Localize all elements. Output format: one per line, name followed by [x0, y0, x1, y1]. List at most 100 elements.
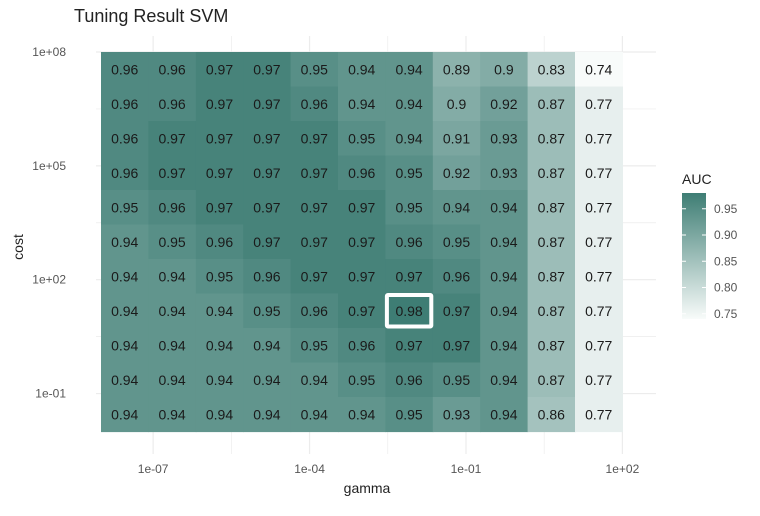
heatmap-cell	[290, 52, 339, 88]
cell-value-label: 0.94	[206, 372, 233, 388]
heatmap-cell	[527, 328, 576, 364]
cell-value-label: 0.97	[348, 268, 375, 284]
x-tick-label: 1e-01	[451, 462, 482, 476]
heatmap-cell	[432, 224, 481, 260]
cell-value-label: 0.94	[395, 61, 422, 77]
cell-value-label: 0.94	[348, 406, 375, 422]
cell-labels: 0.96 0.96 0.97 0.97 0.95 0.94 0.94 0.89 0.9 0.83 0…	[111, 61, 612, 422]
cell-value-label: 0.74	[585, 61, 612, 77]
cell-value-label: 0.97	[443, 337, 470, 353]
heatmap-cell	[338, 259, 386, 295]
heatmap-cell	[243, 155, 292, 191]
cell-value-label: 0.92	[443, 165, 470, 181]
cell-value-label: 0.97	[253, 234, 280, 250]
heatmap-cell	[243, 224, 292, 260]
heatmap-cell	[432, 362, 481, 398]
heatmap-cell	[480, 259, 529, 295]
cell-value-label: 0.96	[443, 268, 470, 284]
heatmap-cell	[101, 397, 149, 433]
heatmap-cell	[527, 86, 576, 122]
cell-value-label: 0.97	[253, 199, 280, 215]
cell-value-label: 0.94	[111, 268, 138, 284]
heatmap-cell	[575, 155, 623, 191]
heatmap-cell	[480, 121, 529, 157]
heatmap-cell	[101, 293, 149, 329]
heatmap-cell	[575, 190, 623, 226]
heatmap-cell	[575, 362, 623, 398]
cell-value-label: 0.77	[585, 372, 612, 388]
cell-value-label: 0.96	[206, 234, 233, 250]
cell-value-label: 0.96	[158, 96, 185, 112]
cell-value-label: 0.96	[111, 61, 138, 77]
heatmap-cell	[575, 121, 623, 157]
cell-value-label: 0.9	[494, 61, 514, 77]
cell-value-label: 0.77	[585, 96, 612, 112]
cell-value-label: 0.94	[395, 96, 422, 112]
cell-value-label: 0.87	[538, 234, 565, 250]
cell-value-label: 0.96	[253, 268, 280, 284]
cell-value-label: 0.96	[395, 234, 422, 250]
cell-value-label: 0.77	[585, 130, 612, 146]
cell-value-label: 0.94	[348, 61, 375, 77]
x-tick-label: 1e-07	[138, 462, 169, 476]
cell-value-label: 0.97	[158, 130, 185, 146]
heatmap-cell	[575, 328, 623, 364]
heatmap-cell	[101, 328, 149, 364]
heatmap-cell	[527, 52, 576, 88]
cell-value-label: 0.95	[111, 199, 138, 215]
heatmap-cell	[338, 397, 386, 433]
heatmap-cell	[480, 328, 529, 364]
heatmap-cell	[385, 397, 434, 433]
heatmap-cell	[148, 362, 197, 398]
heatmap-cell	[243, 190, 292, 226]
cell-value-label: 0.94	[111, 303, 138, 319]
heatmap-cell	[195, 259, 244, 295]
cell-value-label: 0.97	[348, 234, 375, 250]
cell-value-label: 0.94	[490, 234, 517, 250]
heatmap-cell	[338, 362, 386, 398]
cell-value-label: 0.94	[206, 406, 233, 422]
heatmap-cell	[527, 190, 576, 226]
heatmap-cell	[432, 328, 481, 364]
cell-value-label: 0.96	[348, 165, 375, 181]
cell-value-label: 0.97	[206, 199, 233, 215]
heatmap-cell	[432, 397, 481, 433]
cell-value-label: 0.95	[348, 130, 375, 146]
heatmap-cell	[195, 397, 244, 433]
heatmap-cell	[148, 121, 197, 157]
heatmap-cell	[290, 190, 339, 226]
heatmap-cell	[148, 293, 197, 329]
cell-value-label: 0.97	[301, 234, 328, 250]
heatmap-cell	[243, 397, 292, 433]
cell-value-label: 0.77	[585, 234, 612, 250]
cell-value-label: 0.94	[206, 303, 233, 319]
heatmap-cell	[101, 155, 149, 191]
cell-value-label: 0.87	[538, 130, 565, 146]
cell-value-label: 0.77	[585, 337, 612, 353]
cell-value-label: 0.96	[301, 96, 328, 112]
x-axis-label: gamma	[344, 480, 391, 496]
cell-value-label: 0.94	[490, 337, 517, 353]
cell-value-label: 0.94	[301, 406, 328, 422]
cell-value-label: 0.95	[395, 165, 422, 181]
heatmap-cell	[385, 121, 434, 157]
heatmap-cell	[195, 224, 244, 260]
y-tick-label: 1e+02	[32, 273, 66, 287]
cell-value-label: 0.97	[301, 268, 328, 284]
heatmap-cell	[290, 121, 339, 157]
heatmap-cell	[527, 293, 576, 329]
cell-value-label: 0.96	[395, 372, 422, 388]
heatmap-cell	[480, 362, 529, 398]
cell-value-label: 0.87	[538, 96, 565, 112]
cell-value-label: 0.77	[585, 268, 612, 284]
cell-value-label: 0.94	[490, 372, 517, 388]
heatmap-cell	[432, 121, 481, 157]
cell-value-label: 0.94	[111, 406, 138, 422]
heatmap-cell	[527, 259, 576, 295]
heatmap-cell	[575, 293, 623, 329]
cell-value-label: 0.97	[348, 303, 375, 319]
heatmap-cell	[243, 362, 292, 398]
heatmap-cell	[385, 328, 434, 364]
heatmap-cells	[101, 52, 623, 433]
legend-color-bar	[682, 193, 706, 319]
